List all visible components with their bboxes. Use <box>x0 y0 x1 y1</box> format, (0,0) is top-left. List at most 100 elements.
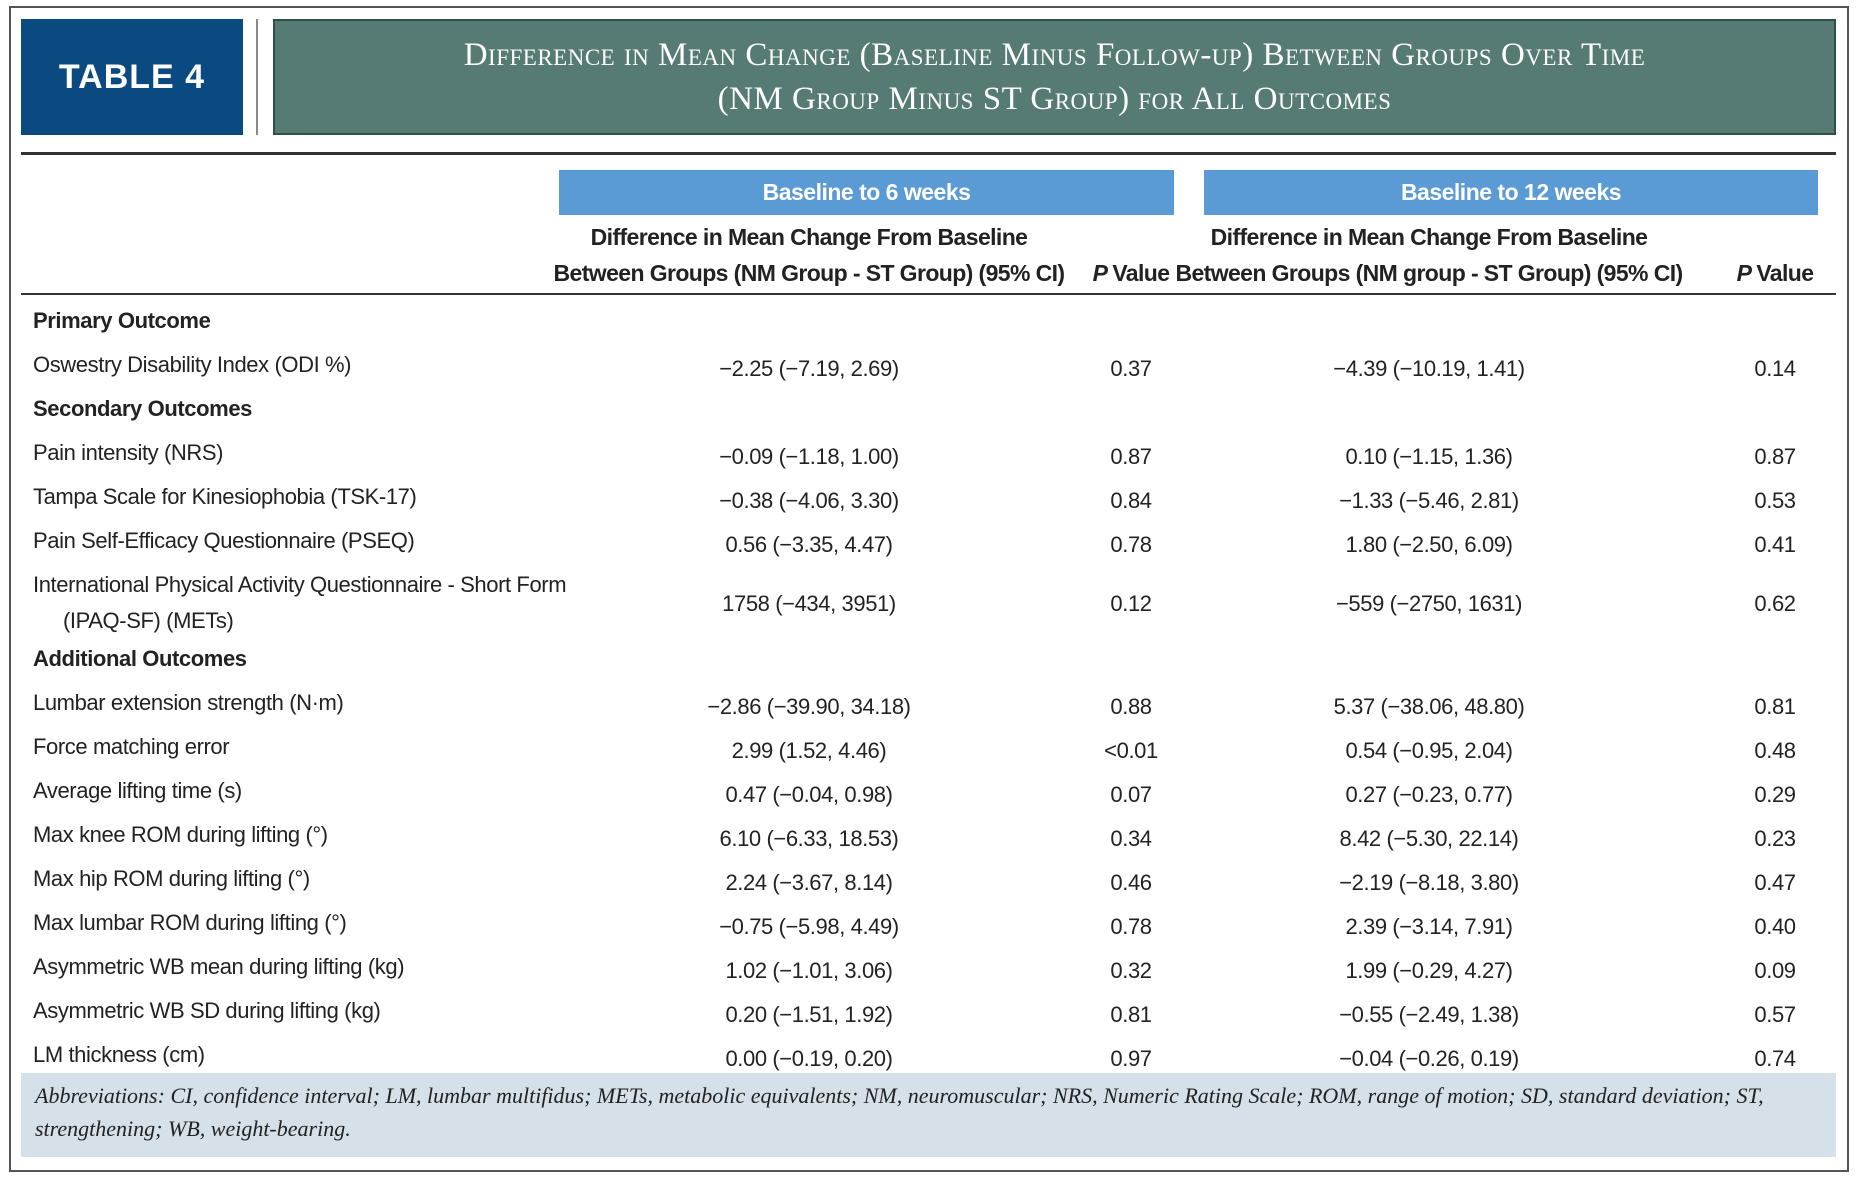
difference: 2.39 (−3.14, 7.91) <box>1345 914 1513 939</box>
row-label: Lumbar extension strength (N·m) <box>33 690 344 715</box>
difference: 0.47 (−0.04, 0.98) <box>725 782 893 807</box>
row-label: Pain Self-Efficacy Questionnaire (PSEQ) <box>33 528 415 553</box>
p-value: 0.32 <box>1110 958 1152 983</box>
difference: 2.24 (−3.67, 8.14) <box>725 870 893 895</box>
section-row: Primary Outcome <box>0 299 1860 343</box>
column-header: Difference in Mean Change From Baseline B… <box>1149 219 1709 291</box>
row-label: LM thickness (cm) <box>33 1042 205 1067</box>
p-value: 0.78 <box>1110 532 1152 557</box>
p-value: 0.37 <box>1110 356 1152 381</box>
separator <box>256 19 258 135</box>
p-value: 0.84 <box>1110 488 1152 513</box>
table-label: TABLE 4 <box>21 19 243 135</box>
difference: 6.10 (−6.33, 18.53) <box>719 826 899 851</box>
section-row: Secondary Outcomes <box>0 387 1860 431</box>
column-header: Difference in Mean Change From Baseline B… <box>529 219 1089 291</box>
p-value: 0.97 <box>1110 1046 1152 1071</box>
p-word: Value <box>1756 260 1814 286</box>
difference: 0.54 (−0.95, 2.04) <box>1345 738 1513 763</box>
data-row: Lumbar extension strength (N·m) −2.86 (−3… <box>0 681 1860 725</box>
data-row: Oswestry Disability Index (ODI %) −2.25 (… <box>0 343 1860 387</box>
row-label: Max lumbar ROM during lifting (°) <box>33 910 347 935</box>
section-label: Primary Outcome <box>33 308 211 333</box>
header-line: Difference in Mean Change From Baseline <box>590 224 1028 250</box>
difference: 1.02 (−1.01, 3.06) <box>725 958 893 983</box>
difference: −0.55 (−2.49, 1.38) <box>1339 1002 1519 1027</box>
difference: 0.10 (−1.15, 1.36) <box>1345 444 1513 469</box>
p-value: 0.07 <box>1110 782 1152 807</box>
section-row: Additional Outcomes <box>0 637 1860 681</box>
data-row: Asymmetric WB SD during lifting (kg) 0.20… <box>0 989 1860 1033</box>
data-row: Tampa Scale for Kinesiophobia (TSK-17) −0… <box>0 475 1860 519</box>
header-line: Between Groups (NM Group - ST Group) (95… <box>553 260 1066 286</box>
table-title: Difference in Mean Change (Baseline Minu… <box>273 19 1836 135</box>
p-value: 0.57 <box>1754 1002 1796 1027</box>
p-letter: P <box>1092 260 1108 286</box>
p-letter: P <box>1736 260 1752 286</box>
difference: 0.56 (−3.35, 4.47) <box>725 532 893 557</box>
row-label: Tampa Scale for Kinesiophobia (TSK-17) <box>33 484 417 509</box>
difference: −1.33 (−5.46, 2.81) <box>1339 488 1519 513</box>
p-value: 0.48 <box>1754 738 1796 763</box>
row-label: Force matching error <box>33 734 230 759</box>
title-line: (NM Group Minus ST Group) for All Outcom… <box>717 81 1392 117</box>
row-label: Average lifting time (s) <box>33 778 242 803</box>
column-header: P Value <box>1071 255 1191 291</box>
p-value: 0.47 <box>1754 870 1796 895</box>
title-line: Difference in Mean Change (Baseline Minu… <box>463 37 1646 73</box>
difference: 2.99 (1.52, 4.46) <box>731 738 887 763</box>
header-line: Between Groups (NM group - ST Group) (95… <box>1175 260 1683 286</box>
p-value: 0.88 <box>1110 694 1152 719</box>
p-value: 0.29 <box>1754 782 1796 807</box>
difference: 0.27 (−0.23, 0.77) <box>1345 782 1513 807</box>
difference: 8.42 (−5.30, 22.14) <box>1339 826 1519 851</box>
row-label: Pain intensity (NRS) <box>33 440 224 465</box>
difference: −0.38 (−4.06, 3.30) <box>719 488 899 513</box>
difference: −559 (−2750, 1631) <box>1335 591 1523 616</box>
group-header: Baseline to 6 weeks <box>559 170 1174 215</box>
section-label: Secondary Outcomes <box>33 396 252 421</box>
p-value: 0.81 <box>1754 694 1796 719</box>
p-value: 0.62 <box>1754 591 1796 616</box>
data-row: Max knee ROM during lifting (°) 6.10 (−6.… <box>0 813 1860 857</box>
row-label: Max hip ROM during lifting (°) <box>33 866 310 891</box>
difference: −4.39 (−10.19, 1.41) <box>1333 356 1525 381</box>
data-row: Pain intensity (NRS) −0.09 (−1.18, 1.00) 0… <box>0 431 1860 475</box>
difference: 5.37 (−38.06, 48.80) <box>1333 694 1525 719</box>
difference: −2.25 (−7.19, 2.69) <box>719 356 899 381</box>
data-row: Force matching error 2.99 (1.52, 4.46) <0.… <box>0 725 1860 769</box>
p-value: 0.78 <box>1110 914 1152 939</box>
p-value: 0.87 <box>1110 444 1152 469</box>
data-row: Max hip ROM during lifting (°) 2.24 (−3.6… <box>0 857 1860 901</box>
p-value: 0.74 <box>1754 1046 1796 1071</box>
group-header: Baseline to 12 weeks <box>1204 170 1818 215</box>
p-value: 0.46 <box>1110 870 1152 895</box>
data-row: Average lifting time (s) 0.47 (−0.04, 0.9… <box>0 769 1860 813</box>
p-word: Value <box>1112 260 1170 286</box>
p-value: 0.53 <box>1754 488 1796 513</box>
p-value: <0.01 <box>1104 738 1158 763</box>
p-value: 0.09 <box>1754 958 1796 983</box>
row-label: Max knee ROM during lifting (°) <box>33 822 328 847</box>
difference: −0.04 (−0.26, 0.19) <box>1339 1046 1519 1071</box>
header-line: Difference in Mean Change From Baseline <box>1210 224 1648 250</box>
row-label: Asymmetric WB mean during lifting (kg) <box>33 954 405 979</box>
p-value: 0.14 <box>1754 356 1796 381</box>
data-row: Asymmetric WB mean during lifting (kg) 1.… <box>0 945 1860 989</box>
difference: 1.99 (−0.29, 4.27) <box>1345 958 1513 983</box>
p-value: 0.34 <box>1110 826 1152 851</box>
p-value: 0.87 <box>1754 444 1796 469</box>
row-label: Oswestry Disability Index (ODI %) <box>33 352 352 377</box>
row-label: International Physical Activity Question… <box>33 572 567 633</box>
p-value: 0.23 <box>1754 826 1796 851</box>
difference: −2.19 (−8.18, 3.80) <box>1339 870 1519 895</box>
p-value: 0.12 <box>1110 591 1152 616</box>
p-value: 0.40 <box>1754 914 1796 939</box>
difference: 1758 (−434, 3951) <box>722 591 896 616</box>
difference: −0.09 (−1.18, 1.00) <box>719 444 899 469</box>
difference: 1.80 (−2.50, 6.09) <box>1345 532 1513 557</box>
data-row: International Physical Activity Question… <box>0 563 1860 637</box>
difference: 0.00 (−0.19, 0.20) <box>725 1046 893 1071</box>
difference: −0.75 (−5.98, 4.49) <box>719 914 899 939</box>
